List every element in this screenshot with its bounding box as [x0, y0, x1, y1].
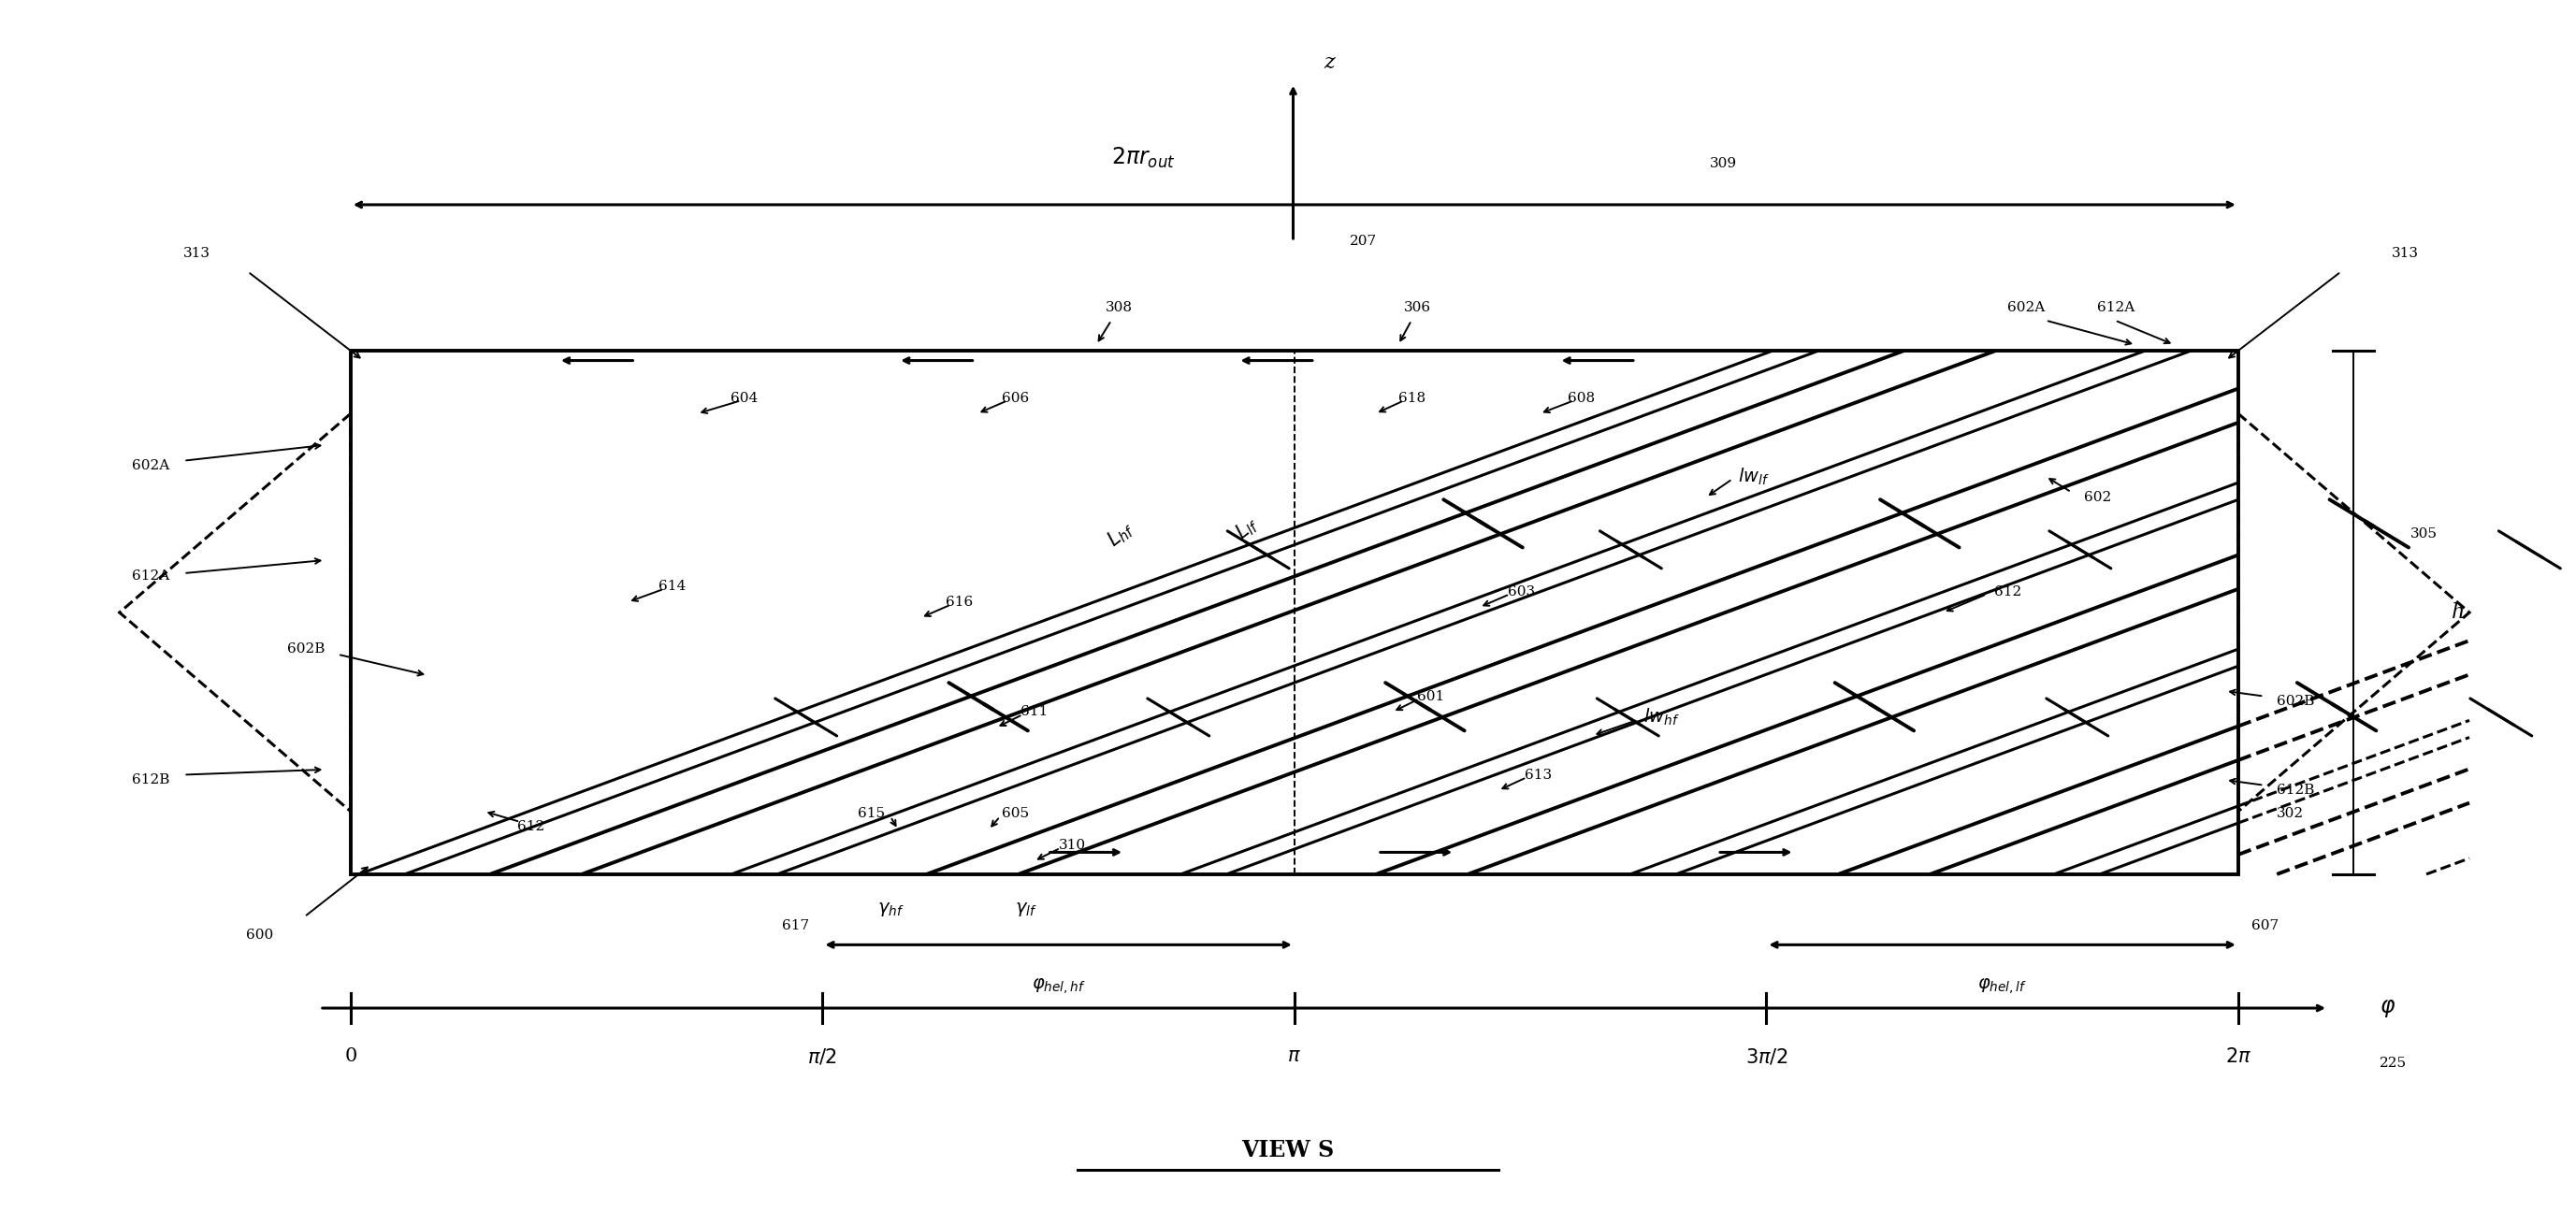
Text: 306: 306 — [1404, 301, 1430, 315]
Text: 601: 601 — [1417, 690, 1445, 703]
Text: 604: 604 — [732, 391, 757, 404]
Text: 617: 617 — [783, 920, 809, 932]
Text: 225: 225 — [2380, 1057, 2406, 1069]
Text: $\varphi_{hel,hf}$: $\varphi_{hel,hf}$ — [1030, 976, 1084, 996]
Text: 603: 603 — [1507, 586, 1535, 598]
Text: 308: 308 — [1105, 301, 1133, 315]
Text: $\varphi$: $\varphi$ — [2380, 997, 2396, 1019]
Text: 612A: 612A — [131, 570, 170, 582]
Text: $\pi$: $\pi$ — [1288, 1047, 1301, 1065]
Text: 309: 309 — [1710, 158, 1736, 170]
Text: 602: 602 — [2084, 491, 2112, 503]
Text: $lw_{hf}$: $lw_{hf}$ — [1643, 707, 1680, 728]
Text: 302: 302 — [2277, 807, 2303, 820]
Text: $lw_{lf}$: $lw_{lf}$ — [1739, 466, 1770, 486]
Text: 608: 608 — [1569, 391, 1595, 404]
Text: $\gamma_{hf}$: $\gamma_{hf}$ — [876, 900, 904, 919]
Text: 600: 600 — [247, 929, 273, 942]
Text: 611: 611 — [1020, 706, 1048, 719]
Text: VIEW S: VIEW S — [1242, 1139, 1334, 1161]
Text: 612B: 612B — [2277, 784, 2313, 797]
Text: 0: 0 — [345, 1047, 358, 1065]
Text: 310: 310 — [1059, 839, 1084, 851]
Text: $3\pi/2$: $3\pi/2$ — [1744, 1047, 1788, 1067]
Text: 313: 313 — [2391, 246, 2419, 260]
Text: 612B: 612B — [131, 773, 170, 786]
Text: 606: 606 — [1002, 391, 1030, 404]
Text: 602A: 602A — [131, 459, 170, 473]
Text: 612A: 612A — [2097, 301, 2136, 315]
Text: 612: 612 — [518, 821, 546, 834]
Text: $L_{lf}$: $L_{lf}$ — [1231, 513, 1262, 545]
Text: h: h — [2452, 603, 2465, 622]
Text: 612: 612 — [1994, 586, 2022, 598]
Text: 602B: 602B — [286, 643, 325, 655]
Text: $L_{hf}$: $L_{hf}$ — [1103, 517, 1139, 551]
Text: 602B: 602B — [2277, 695, 2313, 708]
Text: $\pi/2$: $\pi/2$ — [806, 1047, 837, 1067]
Text: 618: 618 — [1399, 391, 1425, 404]
Text: 605: 605 — [1002, 807, 1028, 821]
Text: 616: 616 — [945, 595, 974, 609]
Text: 614: 614 — [659, 579, 685, 593]
Text: 602A: 602A — [2007, 301, 2045, 315]
Text: 613: 613 — [1525, 768, 1551, 782]
Text: 615: 615 — [858, 807, 884, 821]
Bar — [350, 350, 2239, 875]
Text: $\gamma_{lf}$: $\gamma_{lf}$ — [1015, 900, 1038, 919]
Text: 305: 305 — [2411, 528, 2437, 540]
Text: 207: 207 — [1350, 235, 1378, 249]
Text: $\varphi_{hel,lf}$: $\varphi_{hel,lf}$ — [1978, 976, 2027, 996]
Text: z: z — [1324, 53, 1334, 73]
Text: 313: 313 — [183, 246, 211, 260]
Text: $2\pi r_{out}$: $2\pi r_{out}$ — [1110, 146, 1175, 170]
Text: 607: 607 — [2251, 920, 2277, 932]
Text: $2\pi$: $2\pi$ — [2226, 1047, 2251, 1066]
